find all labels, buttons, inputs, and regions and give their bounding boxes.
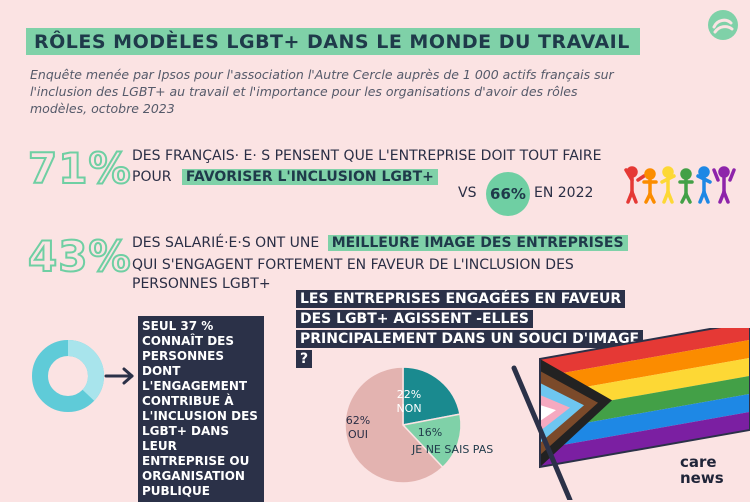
stat1-line2-prefix: POUR	[132, 169, 172, 185]
page-title: RÔLES MODÈLES LGBT+ DANS LE MONDE DU TRA…	[26, 28, 640, 55]
pie-label-non: 22% NON	[384, 388, 434, 416]
flag-chevron-pink	[540, 394, 570, 431]
pie-label-oui-text: OUI	[348, 428, 368, 441]
donut-fill	[32, 340, 104, 412]
flag-stripe-blue	[540, 393, 750, 449]
flag-stripe-purple	[540, 411, 750, 467]
pie-label-oui: 62% OUI	[336, 414, 380, 442]
stat2-percent: 43%	[27, 231, 132, 282]
stat2-line2: QUI S'ENGAGENT FORTEMENT EN FAVEUR DE L'…	[132, 257, 574, 273]
stat1-line2: POUR FAVORISER L'INCLUSION LGBT+	[132, 168, 438, 187]
stat1-compare-circle: 66%	[486, 172, 530, 216]
pie-label-nsp-text: JE NE SAIS PAS	[412, 443, 494, 456]
pie-slice-0	[402, 366, 461, 426]
stat1-compare-year: EN 2022	[534, 185, 594, 201]
pie-chart	[344, 366, 462, 484]
question-text: LES ENTREPRISES ENGAGÉES EN FAVEUR DES L…	[296, 289, 646, 369]
stat3-text: SEUL 37 % CONNAÎT DES PERSONNES DONT L'E…	[138, 316, 264, 502]
flag-pole	[511, 365, 573, 500]
pie-slice-1	[401, 413, 462, 469]
donut-chart	[32, 340, 104, 412]
brand-line2: news	[680, 469, 724, 487]
pie-label-nsp-pct: 16%	[417, 426, 443, 439]
stat2-highlight: MEILLEURE IMAGE DES ENTREPRISES	[327, 235, 628, 251]
progress-flag-icon	[511, 328, 750, 500]
brand-logo: care news	[680, 454, 724, 486]
pie-slice-2	[344, 366, 444, 484]
brand-line1: care	[680, 453, 717, 471]
stat1-highlight: FAVORISER L'INCLUSION LGBT+	[181, 169, 438, 185]
flag-stripe-red	[540, 328, 750, 377]
flag-chevron-white	[540, 404, 556, 421]
stat2-line3: PERSONNES LGBT+	[132, 276, 271, 292]
stat1-vs: VS	[458, 185, 477, 201]
arrow-right-icon	[104, 367, 134, 385]
rainbow-people-icon	[624, 166, 736, 204]
stat2-line1: DES SALARIÉ·E·S ONT UNE MEILLEURE IMAGE …	[132, 234, 628, 253]
stat1-line1: DES FRANÇAIS· E· S PENSENT QUE L'ENTREPR…	[132, 148, 602, 164]
stat1-percent: 71%	[27, 143, 132, 194]
logo-wave-icon	[708, 10, 738, 40]
stat1-compare-percent: 66%	[490, 185, 526, 203]
pie-label-non-pct: 22%	[396, 388, 422, 401]
pie-label-non-text: NON	[396, 402, 422, 415]
pie-label-oui-pct: 62%	[345, 414, 371, 427]
pie-label-nsp: 16%	[410, 426, 450, 440]
flag-stripe-orange	[540, 339, 750, 395]
intro-text: Enquête menée par Ipsos pour l'associati…	[30, 67, 614, 116]
pie-slices	[344, 366, 462, 484]
stat2-line1-prefix: DES SALARIÉ·E·S ONT UNE	[132, 235, 320, 251]
